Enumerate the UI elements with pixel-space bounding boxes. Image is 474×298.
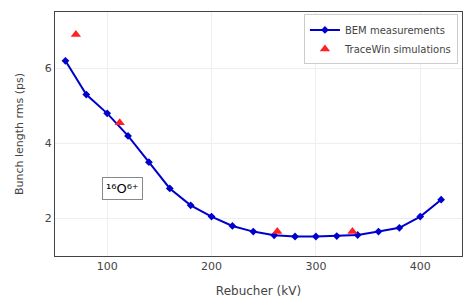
svg-text:6: 6 [45, 62, 52, 75]
svg-text:BEM measurements: BEM measurements [345, 25, 445, 36]
svg-text:100: 100 [97, 260, 118, 273]
svg-text:300: 300 [305, 260, 326, 273]
svg-text:2: 2 [45, 212, 52, 225]
svg-text:¹⁶O⁶⁺: ¹⁶O⁶⁺ [106, 181, 139, 196]
svg-text:TraceWin simulations: TraceWin simulations [344, 44, 451, 55]
svg-text:Rebucher (kV): Rebucher (kV) [216, 284, 301, 298]
svg-text:Bunch length rms (ps): Bunch length rms (ps) [13, 73, 26, 195]
svg-text:4: 4 [45, 137, 52, 150]
svg-text:200: 200 [201, 260, 222, 273]
svg-text:400: 400 [410, 260, 431, 273]
